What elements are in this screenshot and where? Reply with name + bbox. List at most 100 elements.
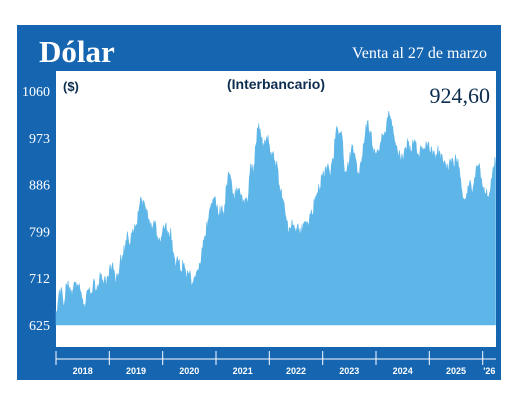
month-letter-33: A [202, 330, 208, 339]
month-letter-35: J [212, 330, 216, 339]
month-letter-93: A [469, 330, 475, 339]
month-letter-87: O [442, 330, 448, 339]
month-letter-58: M [313, 330, 320, 339]
year-label-0: 2018 [73, 366, 93, 376]
month-letter-74: S [384, 330, 389, 339]
year-label-3: 2021 [233, 366, 253, 376]
month-letter-22: M [153, 330, 160, 339]
month-letter-56: M [304, 330, 311, 339]
month-letter-86: S [438, 330, 443, 339]
month-letter-82: M [419, 330, 426, 339]
month-letter-44: M [250, 330, 257, 339]
month-letter-12: J [110, 330, 114, 339]
month-letter-98: S [491, 330, 496, 339]
month-letter-80: M [410, 330, 417, 339]
month-letter-73: A [380, 330, 386, 339]
month-letter-79: F [407, 330, 412, 339]
month-letter-7: F [87, 330, 92, 339]
y-axis-label: ($) [63, 79, 79, 94]
month-letter-38: S [224, 330, 229, 339]
month-letter-50: S [278, 330, 283, 339]
month-letter-14: S [118, 330, 123, 339]
month-letter-0: J [56, 330, 60, 339]
month-letter-39: O [228, 330, 234, 339]
y-tick-label-1: 973 [29, 132, 50, 147]
month-letter-20: M [144, 330, 151, 339]
month-letter-32: M [197, 330, 204, 339]
month-letter-78: E [402, 330, 407, 339]
month-letter-96: J [483, 330, 487, 339]
y-tick-label-4: 712 [29, 272, 50, 287]
month-letter-83: J [425, 330, 429, 339]
month-letter-67: F [354, 330, 359, 339]
chart-subtitle: Venta al 27 de marzo [352, 45, 487, 62]
year-label-8: '26 [483, 366, 495, 376]
month-letter-62: S [331, 330, 336, 339]
month-letter-13: A [113, 330, 119, 339]
month-letter-64: N [340, 330, 346, 339]
month-letter-65: D [344, 330, 350, 339]
last-value-label: 924,60 [430, 83, 491, 108]
year-label-7: 2025 [446, 366, 466, 376]
y-tick-label-5: 625 [29, 319, 50, 334]
month-letter-40: N [233, 330, 239, 339]
month-letter-57: A [309, 330, 315, 339]
month-letter-92: M [464, 330, 471, 339]
month-letter-94: M [473, 330, 480, 339]
month-letter-3: O [68, 330, 74, 339]
month-letter-52: N [286, 330, 292, 339]
month-letter-49: A [273, 330, 279, 339]
y-tick-label-0: 1060 [22, 85, 50, 100]
month-letter-63: O [335, 330, 341, 339]
year-axis: 2018 2019 2020 2021 2022 2023 2024 2025 '26 [55, 351, 496, 376]
month-letter-47: J [265, 330, 269, 339]
month-letter-61: A [327, 330, 333, 339]
chart-svg: Dólar Venta al 27 de marzo ($) (Interban… [22, 34, 496, 376]
month-letter-23: J [158, 330, 162, 339]
month-letter-42: E [242, 330, 247, 339]
month-letter-51: O [282, 330, 288, 339]
year-label-5: 2023 [339, 366, 359, 376]
month-letter-53: D [291, 330, 297, 339]
month-letter-69: A [362, 330, 368, 339]
year-label-2: 2020 [179, 366, 199, 376]
y-tick-label-2: 886 [29, 179, 50, 194]
month-letter-2: S [64, 330, 69, 339]
month-letter-26: S [171, 330, 176, 339]
month-letter-21: A [149, 330, 155, 339]
month-letter-89: D [451, 330, 457, 339]
month-letter-30: E [189, 330, 194, 339]
month-letter-72: J [376, 330, 380, 339]
month-letter-68: M [357, 330, 364, 339]
month-letter-41: D [238, 330, 244, 339]
chart-note: (Interbancario) [227, 76, 325, 92]
month-letter-60: J [323, 330, 327, 339]
month-letter-59: J [318, 330, 322, 339]
month-letter-36: J [216, 330, 220, 339]
month-letter-37: A [220, 330, 226, 339]
chart-frame: Dólar Venta al 27 de marzo ($) (Interban… [17, 25, 501, 380]
month-letter-85: A [433, 330, 439, 339]
year-label-1: 2019 [126, 366, 146, 376]
month-letter-77: D [398, 330, 404, 339]
month-letter-90: E [456, 330, 461, 339]
month-letter-5: D [78, 330, 84, 339]
year-label-6: 2024 [393, 366, 413, 376]
month-letter-34: M [206, 330, 213, 339]
area-layer [55, 110, 496, 326]
month-letter-97: A [487, 330, 493, 339]
month-letter-15: O [122, 330, 128, 339]
chart-title: Dólar [39, 34, 115, 69]
month-letter-9: A [96, 330, 102, 339]
series-area [55, 110, 496, 326]
month-letter-29: D [184, 330, 190, 339]
month-letter-18: E [136, 330, 141, 339]
month-letter-95: J [478, 330, 482, 339]
year-label-4: 2022 [286, 366, 306, 376]
month-letter-88: N [446, 330, 452, 339]
month-letter-70: M [366, 330, 373, 339]
month-letter-10: M [99, 330, 106, 339]
month-letter-46: M [259, 330, 266, 339]
month-letter-11: J [105, 330, 109, 339]
